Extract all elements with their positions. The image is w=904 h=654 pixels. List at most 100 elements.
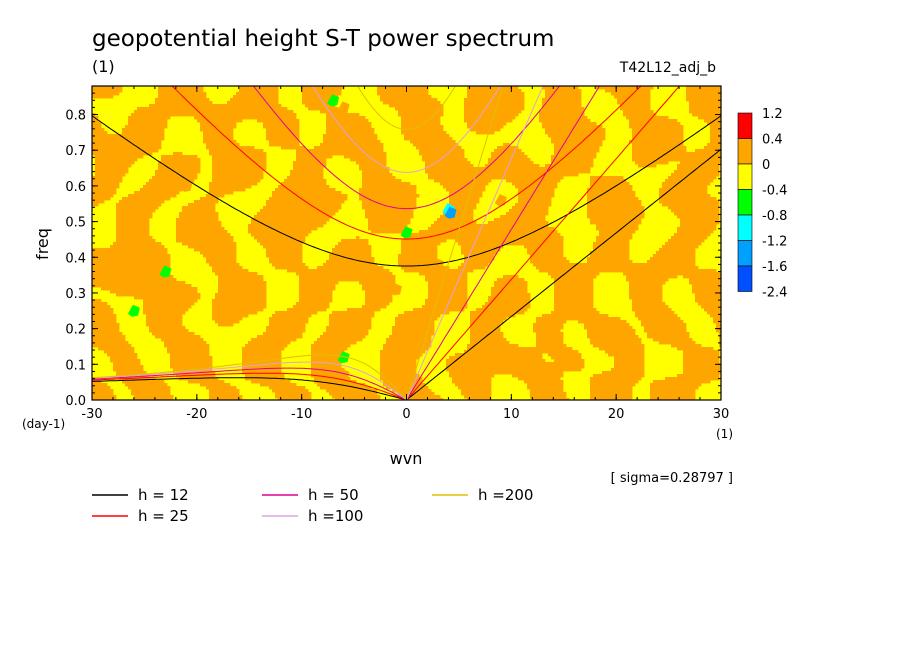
heatmap-cell	[692, 197, 696, 201]
heatmap-cell	[176, 98, 180, 102]
heatmap-cell	[710, 143, 714, 147]
heatmap-cell	[680, 125, 684, 129]
heatmap-cell	[95, 95, 99, 99]
heatmap-cell	[647, 101, 651, 105]
heatmap-cell	[575, 146, 579, 150]
heatmap-cell	[719, 95, 721, 99]
heatmap-cell	[221, 188, 225, 192]
heatmap-cell	[401, 188, 405, 192]
heatmap-cell	[425, 164, 429, 168]
heatmap-cell	[416, 122, 420, 126]
heatmap-cell	[335, 194, 339, 198]
heatmap-cell	[344, 146, 348, 150]
heatmap-cell	[692, 155, 696, 159]
heatmap-cell	[530, 173, 534, 177]
heatmap-cell	[503, 113, 507, 117]
heatmap-cell	[410, 98, 414, 102]
heatmap-cell	[410, 200, 414, 204]
heatmap-cell	[155, 107, 159, 111]
heatmap-cell	[713, 92, 717, 96]
heatmap-cell	[707, 164, 711, 168]
heatmap-cell	[290, 134, 294, 138]
heatmap-cell	[326, 98, 330, 102]
heatmap-cell	[224, 173, 228, 177]
heatmap-cell	[662, 143, 666, 147]
heatmap-cell	[296, 143, 300, 147]
heatmap-cell	[311, 161, 315, 165]
heatmap-cell	[134, 128, 138, 132]
heatmap-cell	[122, 173, 126, 177]
heatmap-cell	[692, 104, 696, 108]
heatmap-cell	[659, 119, 663, 123]
heatmap-cell	[566, 173, 570, 177]
heatmap-cell	[290, 170, 294, 174]
heatmap-cell	[368, 161, 372, 165]
heatmap-cell	[239, 107, 243, 111]
heatmap-cell	[554, 167, 558, 171]
heatmap-cell	[146, 128, 150, 132]
heatmap-cell	[332, 194, 336, 198]
heatmap-cell	[233, 101, 237, 105]
heatmap-cell	[503, 107, 507, 111]
heatmap-cell	[500, 95, 504, 99]
heatmap-cell	[641, 95, 645, 99]
heatmap-cell	[506, 110, 510, 114]
heatmap-cell	[443, 137, 447, 141]
heatmap-cell	[317, 176, 321, 180]
heatmap-cell	[719, 92, 721, 96]
heatmap-cell	[95, 167, 99, 171]
heatmap-cell	[392, 176, 396, 180]
heatmap-cell	[434, 98, 438, 102]
heatmap-cell	[389, 86, 393, 90]
heatmap-cell	[212, 170, 216, 174]
heatmap-cell	[491, 125, 495, 129]
heatmap-cell	[104, 173, 108, 177]
heatmap-cell	[680, 155, 684, 159]
heatmap-cell	[137, 155, 141, 159]
heatmap-cell	[347, 116, 351, 120]
heatmap-cell	[428, 173, 432, 177]
heatmap-cell	[338, 140, 342, 144]
heatmap-cell	[671, 125, 675, 129]
heatmap-cell	[188, 110, 192, 114]
heatmap-cell	[353, 152, 357, 156]
heatmap-cell	[128, 122, 132, 126]
heatmap-cell	[314, 191, 318, 195]
heatmap-cell	[665, 194, 669, 198]
heatmap-cell	[635, 137, 639, 141]
heatmap-cell	[578, 104, 582, 108]
heatmap-cell	[248, 107, 252, 111]
heatmap-cell	[497, 128, 501, 132]
heatmap-cell	[377, 173, 381, 177]
heatmap-cell	[659, 161, 663, 165]
heatmap-cell	[215, 197, 219, 201]
heatmap-cell	[482, 101, 486, 105]
heatmap-cell	[113, 89, 117, 93]
heatmap-cell	[470, 170, 474, 174]
heatmap-cell	[596, 149, 600, 153]
heatmap-cell	[233, 170, 237, 174]
heatmap-cell	[371, 197, 375, 201]
heatmap-cell	[506, 161, 510, 165]
heatmap-cell	[452, 173, 456, 177]
heatmap-cell	[416, 110, 420, 114]
heatmap-cell	[164, 95, 168, 99]
heatmap-cell	[518, 158, 522, 162]
heatmap-cell	[710, 86, 714, 90]
heatmap-cell	[530, 188, 534, 192]
heatmap-cell	[695, 86, 699, 90]
heatmap-cell	[485, 92, 489, 96]
heatmap-cell	[158, 140, 162, 144]
heatmap-cell	[368, 170, 372, 174]
heatmap-cell	[425, 98, 429, 102]
heatmap-cell	[305, 158, 309, 162]
heatmap-cell	[272, 116, 276, 120]
heatmap-cell	[692, 188, 696, 192]
heatmap-cell	[539, 200, 543, 204]
heatmap-cell	[245, 152, 249, 156]
heatmap-cell	[347, 149, 351, 153]
heatmap-cell	[569, 113, 573, 117]
heatmap-cell	[695, 104, 699, 108]
heatmap-cell	[161, 161, 165, 165]
heatmap-cell	[599, 86, 603, 90]
